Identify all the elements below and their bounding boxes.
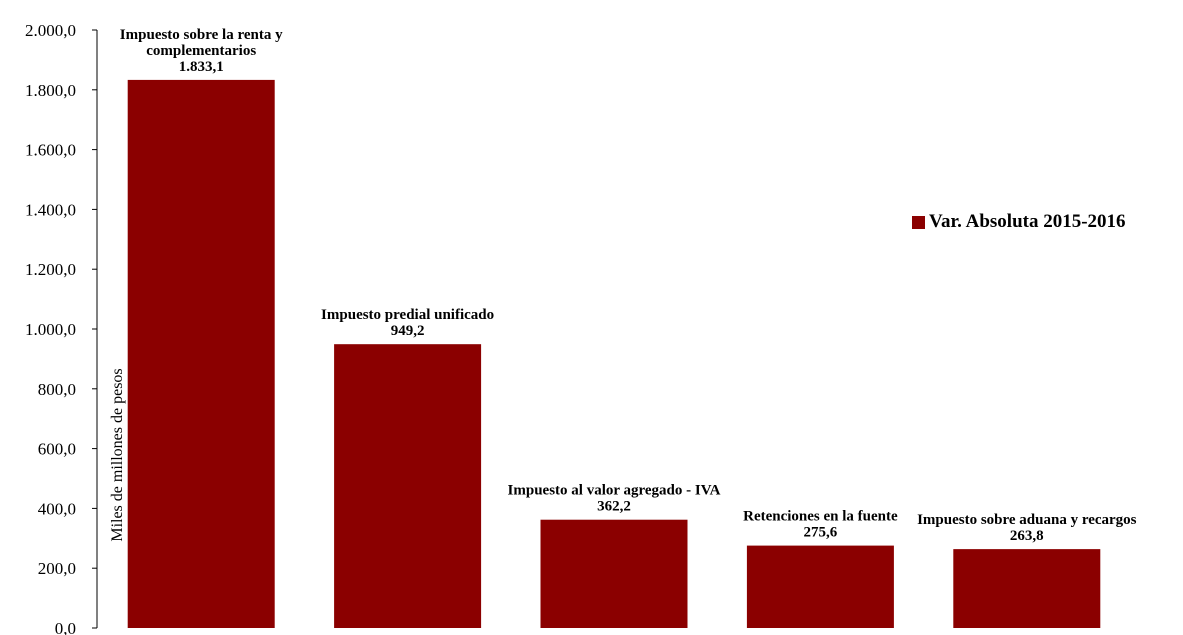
bar-value-label: 949,2 <box>391 323 425 339</box>
bar-value-label: 263,8 <box>1010 528 1044 544</box>
y-tick-label: 1.800,0 <box>25 81 76 100</box>
bar-category-label: Retenciones en la fuente <box>743 509 898 525</box>
y-tick-label: 1.600,0 <box>25 141 76 160</box>
legend-label: Var. Absoluta 2015-2016 <box>929 211 1126 232</box>
y-tick-label: 200,0 <box>38 559 76 578</box>
category-labels: 1.833,1 Impuesto sobre la renta ycompleme… <box>120 27 1137 544</box>
y-axis: 0,0 200,0 400,0 600,0 800,0 1.000,0 1.200,0 1.4… <box>25 21 98 635</box>
y-tick-label: 600,0 <box>38 440 76 459</box>
bar-category-label: Impuesto sobre la renta y <box>120 27 283 43</box>
bars <box>127 79 1101 629</box>
bar <box>127 79 275 629</box>
bar-value-label: 275,6 <box>804 525 838 541</box>
bar-category-label: Impuesto predial unificado <box>321 307 494 323</box>
y-tick-label: 400,0 <box>38 499 76 518</box>
y-tick-label: 1.200,0 <box>25 260 76 279</box>
y-tick-label: 0,0 <box>55 619 76 635</box>
bar <box>953 549 1101 628</box>
legend-swatch <box>912 215 925 229</box>
bar <box>746 545 894 628</box>
bar-category-label: Impuesto sobre aduana y recargos <box>917 512 1137 528</box>
legend: Var. Absoluta 2015-2016 <box>912 211 1126 233</box>
y-tick-label: 800,0 <box>38 380 76 399</box>
y-tick-label: 1.000,0 <box>25 320 76 339</box>
bar <box>334 344 482 628</box>
bar <box>540 519 688 628</box>
bar-category-label: Impuesto al valor agregado - IVA <box>508 483 721 499</box>
bar-category-label: complementarios <box>146 43 256 59</box>
bar-value-label: 1.833,1 <box>179 59 224 75</box>
y-axis-title: Miles de millones de pesos <box>109 368 126 541</box>
bar-value-label: 362,2 <box>597 499 631 515</box>
y-tick-label: 1.400,0 <box>25 200 76 219</box>
y-tick-label: 2.000,0 <box>25 21 76 40</box>
